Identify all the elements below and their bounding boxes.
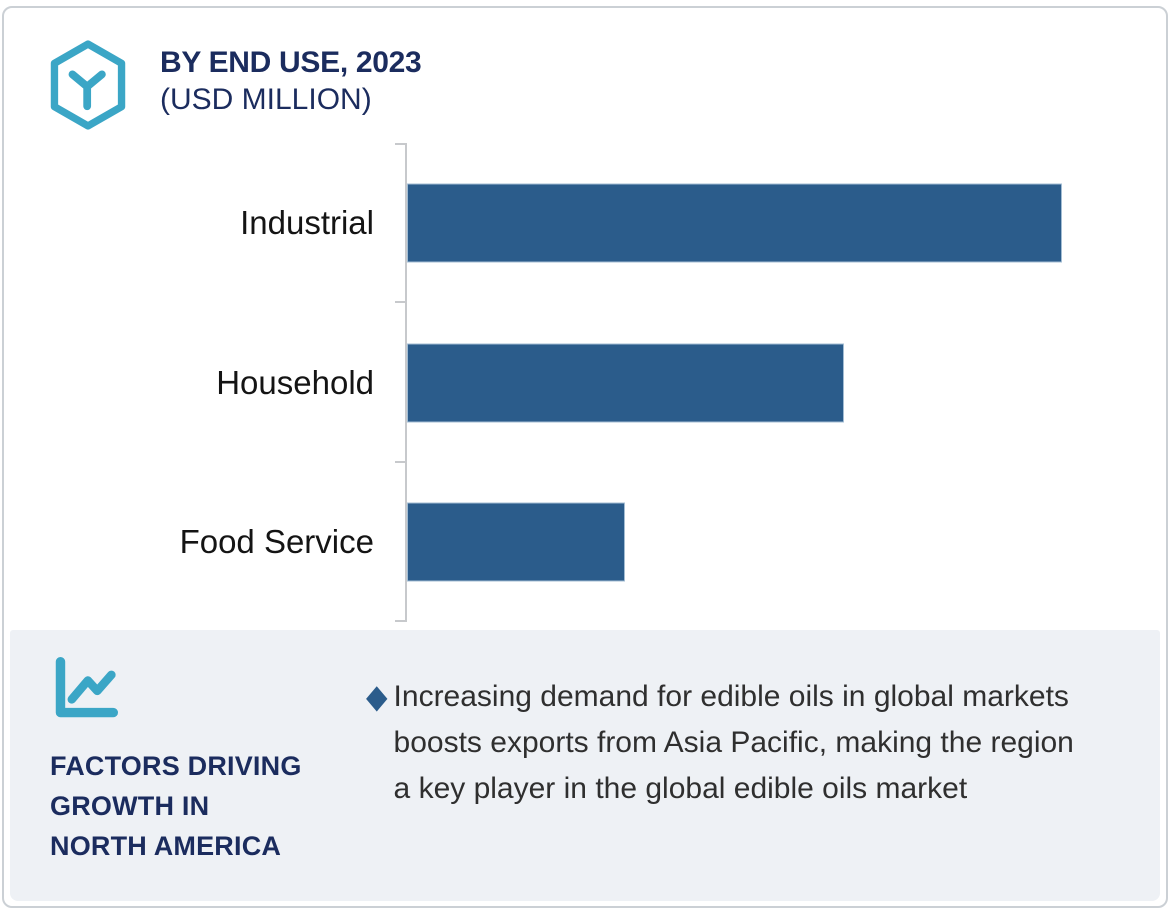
- bar-track: [407, 343, 1062, 422]
- chart-subtitle: (USD MILLION): [160, 83, 372, 116]
- factor-bullet-item: ◆ Increasing demand for edible oils in g…: [366, 674, 1102, 812]
- factors-title-line: GROWTH IN: [50, 791, 210, 821]
- bar: [407, 183, 1062, 263]
- category-axis-line: [405, 143, 407, 622]
- factors-title: FACTORS DRIVING GROWTH IN NORTH AMERICA: [50, 746, 302, 866]
- hexagon-cube-icon: [50, 40, 126, 130]
- category-label: Industrial: [240, 203, 374, 241]
- category-label: Food Service: [179, 523, 374, 561]
- line-chart-icon: [55, 656, 118, 718]
- chart-title: BY END USE, 2023: [160, 46, 422, 79]
- factor-text: Increasing demand for edible oils in glo…: [393, 680, 1074, 805]
- bar-track: [407, 183, 1062, 263]
- chart-rows: Industrial Household Food Service: [4, 143, 1166, 622]
- bar-row: Food Service: [4, 462, 1166, 622]
- axis-tick: [395, 461, 405, 463]
- infographic-card: BY END USE, 2023 (USD MILLION) Industria…: [2, 6, 1168, 908]
- bar-row: Industrial: [4, 143, 1166, 303]
- header-text: BY END USE, 2023 (USD MILLION): [160, 40, 422, 118]
- header: BY END USE, 2023 (USD MILLION): [47, 40, 422, 130]
- bar: [407, 502, 626, 582]
- category-label: Household: [216, 363, 374, 401]
- bar-chart: Industrial Household Food Service: [4, 143, 1166, 622]
- factors-panel: FACTORS DRIVING GROWTH IN NORTH AMERICA …: [10, 630, 1160, 901]
- axis-tick: [395, 620, 405, 622]
- axis-tick: [395, 143, 405, 145]
- factors-title-line: FACTORS DRIVING: [50, 751, 302, 781]
- axis-tick: [395, 301, 405, 303]
- bar-row: Household: [4, 303, 1166, 463]
- diamond-bullet-icon: ◆: [366, 678, 388, 715]
- bar-track: [407, 502, 1062, 582]
- factors-title-line: NORTH AMERICA: [50, 831, 282, 861]
- bar: [407, 343, 844, 422]
